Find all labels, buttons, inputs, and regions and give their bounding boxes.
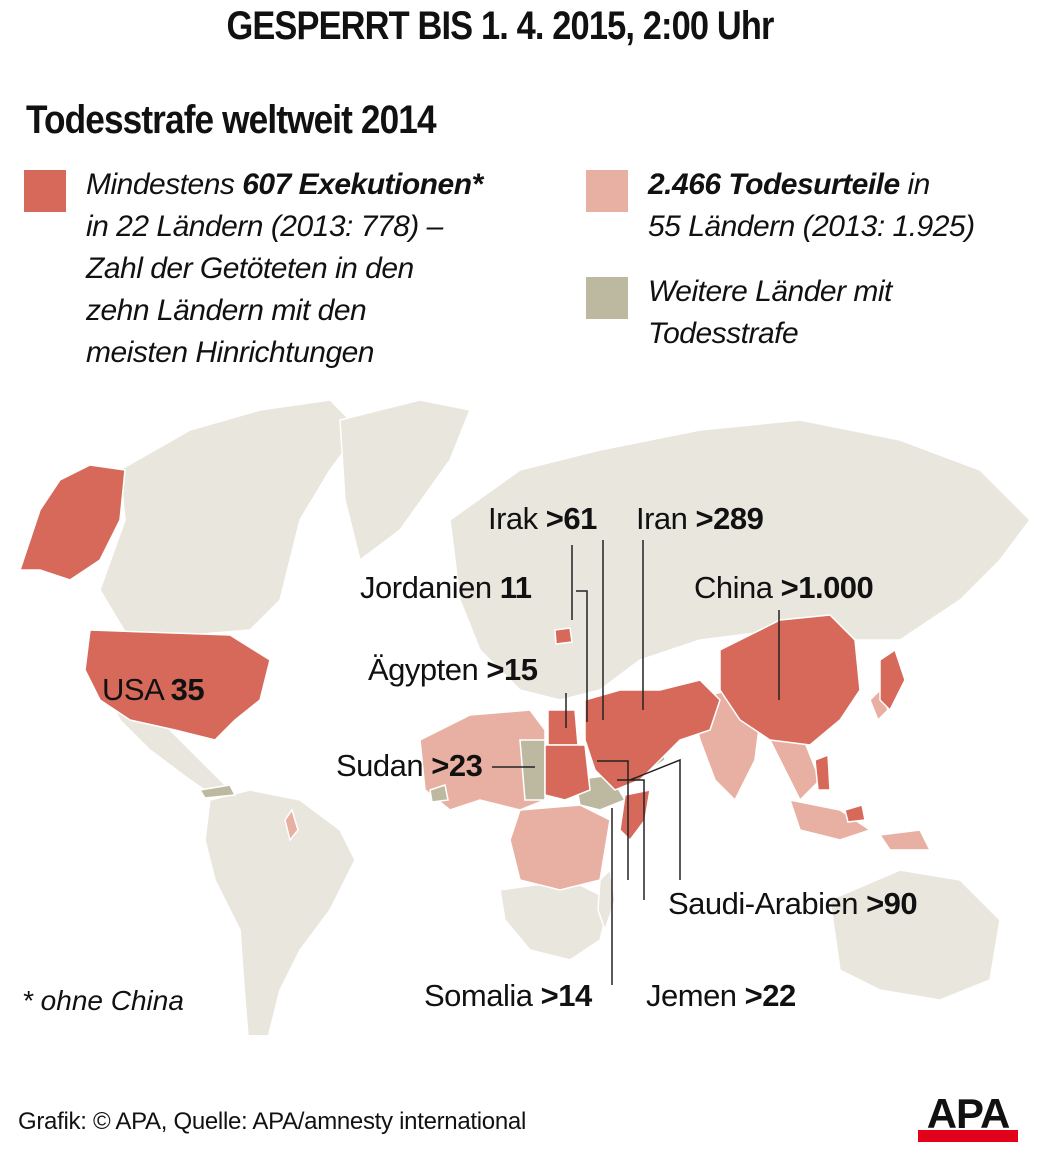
legend-executions-line: zehn Ländern mit den [86,294,367,327]
label-value: >1.000 [780,570,874,605]
label-value: >289 [695,501,764,536]
apa-logo-text: APA [926,1090,1011,1137]
label-country: Saudi-Arabien [668,886,867,921]
legend-executions-line: meisten Hinrichtungen [86,336,375,369]
legend-swatch-sentences [586,170,628,212]
label-somalia: Somalia >14 [424,978,592,1014]
legend-sentences-tail: in [899,168,931,201]
label-country: China [694,570,781,605]
legend-sentences-text: 2.466 Todesurteile in 55 Ländern (2013: … [648,164,975,248]
label-value: >22 [744,978,797,1013]
legend-executions: Mindestens 607 Exekutionen* in 22 Länder… [24,164,483,374]
legend-sentences-bold: 2.466 Todesurteile [648,168,900,201]
label-aegypten: Ägypten >15 [368,652,538,688]
legend-executions-line: in 22 Ländern (2013: 778) – [86,210,443,243]
legend-sentences-line: 55 Ländern (2013: 1.925) [648,210,975,243]
label-country: Somalia [424,978,541,1013]
legend-other-line: Weitere Länder mit [648,275,892,308]
label-value: >23 [431,748,483,783]
label-value: >15 [486,652,538,687]
label-country: Ägypten [368,652,487,687]
legend-executions-text: Mindestens 607 Exekutionen* in 22 Länder… [86,164,483,374]
apa-logo: APA [916,1090,1020,1146]
legend-other-line: Todesstrafe [648,317,799,350]
legend-executions-lead: Mindestens [86,168,243,201]
label-country: Sudan [336,748,432,783]
label-jemen: Jemen >22 [646,978,796,1014]
legend-executions-line: Zahl der Getöteten in den [86,252,414,285]
label-value: >14 [540,978,593,1013]
label-usa: USA 35 [102,672,205,708]
legend-executions-bold: 607 Exekutionen* [242,168,483,201]
label-sudan: Sudan >23 [336,748,483,784]
world-map [18,399,1031,1035]
source-credit: Grafik: © APA, Quelle: APA/amnesty inter… [18,1108,526,1135]
label-country: Jordanien [360,570,500,605]
label-value: 35 [170,672,205,707]
label-iran: Iran >289 [636,501,764,537]
footnote: * ohne China [22,985,184,1016]
label-china: China >1.000 [694,570,874,606]
legend-sentences: 2.466 Todesurteile in 55 Ländern (2013: … [586,164,975,248]
apa-logo-bar [918,1130,1018,1142]
legend-other: Weitere Länder mit Todesstrafe [586,271,892,355]
page-title: Todesstrafe weltweit 2014 [26,98,437,142]
label-country: Jemen [646,978,745,1013]
label-country: Iran [636,501,696,536]
label-value: >90 [866,886,918,921]
label-irak: Irak >61 [488,501,597,537]
label-value: 11 [499,570,532,605]
label-country: Irak [488,501,546,536]
label-country: USA [102,672,171,707]
label-value: >61 [545,501,598,536]
land-other [99,399,1031,1035]
leader-lines [492,540,780,985]
legend-swatch-other [586,277,628,319]
label-jordanien: Jordanien 11 [360,570,532,606]
label-saudi-arabien: Saudi-Arabien >90 [668,886,918,922]
embargo-notice: GESPERRT BIS 1. 4. 2015, 2:00 Uhr [226,4,774,48]
legend-swatch-executions [24,170,66,212]
land-executions [18,464,906,842]
legend-other-text: Weitere Länder mit Todesstrafe [648,271,892,355]
